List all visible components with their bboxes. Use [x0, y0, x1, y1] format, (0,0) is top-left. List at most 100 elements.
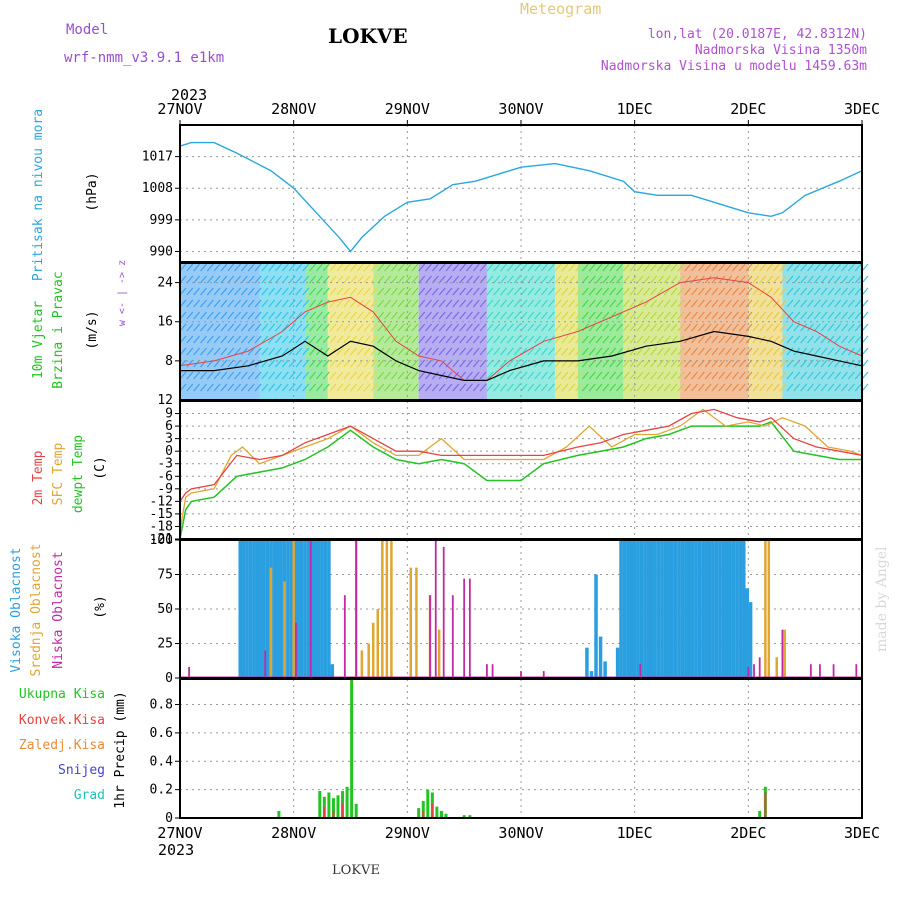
wind-barb [622, 335, 630, 344]
wind-barb [288, 335, 296, 344]
temperature-ytick-label: 0 [165, 444, 173, 459]
wind-barb [834, 263, 842, 272]
wind-barb [295, 299, 303, 308]
wind-barb [350, 299, 357, 308]
wind-barb [656, 263, 664, 272]
wind-barb [254, 383, 262, 392]
high-cloud-bar [272, 540, 277, 678]
wind-barb [772, 275, 780, 284]
wind-barb [213, 311, 221, 320]
low-cloud-bar [355, 540, 358, 678]
wind-barb [800, 311, 808, 320]
x-day-label-bottom: 28NOV [271, 824, 316, 842]
wind-barb [452, 263, 460, 272]
wind-barb [766, 311, 773, 320]
wind-barb [493, 371, 501, 380]
wind-barb [220, 383, 228, 392]
wind-barb [629, 287, 637, 296]
wind-barb [315, 275, 323, 284]
wind-barb [554, 335, 562, 344]
wind-barb [534, 311, 542, 320]
wind-barb [425, 359, 432, 368]
wind-barb [213, 347, 221, 356]
wind-barb [384, 323, 392, 332]
wind-barb [670, 287, 678, 296]
wind-barb [534, 275, 542, 284]
wind-barb [704, 383, 712, 392]
wind-barb [575, 323, 583, 332]
wind-barb [847, 275, 855, 284]
wind-barb [820, 359, 828, 368]
wind-barb [813, 347, 821, 356]
wind-barb [227, 311, 235, 320]
wind-band [623, 263, 681, 400]
wind-barb [663, 383, 671, 392]
wind-barb [568, 347, 576, 356]
wind-barb [684, 347, 692, 356]
wind-barb [581, 347, 589, 356]
high-cloud-bar [238, 540, 242, 678]
wind-barb [650, 311, 658, 320]
wind-barb [309, 275, 317, 284]
wind-barb [227, 371, 235, 380]
high-cloud-bar [286, 540, 290, 678]
wind-barb [281, 335, 289, 344]
wind-barb [738, 263, 746, 272]
wind-barb [220, 359, 228, 368]
wind-barb [459, 311, 467, 320]
wind-ytick-label: 16 [157, 315, 173, 330]
mid-cloud-bar [385, 540, 389, 678]
wind-barb [534, 347, 542, 356]
wind-barb [759, 347, 767, 356]
wind-barb [827, 359, 835, 368]
wind-barb [650, 323, 658, 332]
wind-barb [356, 359, 364, 368]
wind-barb [554, 323, 562, 332]
wind-barb [234, 263, 242, 272]
wind-barb [240, 275, 248, 284]
wind-barb [622, 323, 630, 332]
wind-barb [847, 263, 855, 272]
wind-barb [465, 359, 473, 368]
wind-barb [636, 275, 644, 284]
wind-barb [186, 287, 194, 296]
x-day-label-bottom: 3DEC [844, 824, 880, 842]
wind-barb [390, 383, 398, 392]
wind-barb [677, 347, 685, 356]
wind-barb [411, 287, 419, 296]
wind-barb [363, 359, 371, 368]
wind-barb [186, 335, 194, 344]
wind-barb [356, 323, 364, 332]
wind-barb [718, 347, 726, 356]
wind-barb [343, 347, 351, 356]
wind-barb [766, 359, 773, 368]
chart-panels: 990999100810178162412-21-18-15-12-9-6-30… [142, 100, 880, 842]
wind-barb [568, 299, 576, 308]
wind-barb [725, 347, 733, 356]
wind-barb [247, 335, 255, 344]
mid-cloud-bar [764, 540, 767, 678]
wind-barb [691, 383, 698, 392]
wind-barb [595, 287, 603, 296]
wind-barb [520, 311, 528, 320]
wind-barb [718, 263, 726, 272]
wind-barb [397, 371, 405, 380]
wind-barb [261, 275, 269, 284]
high-cloud-bar [626, 540, 630, 678]
wind-barb [513, 287, 521, 296]
wind-barb [486, 263, 494, 272]
high-cloud-bar [632, 540, 637, 678]
wind-barb [793, 311, 801, 320]
wind-barb [295, 275, 303, 284]
wind-barb [834, 275, 842, 284]
wind-barb [397, 275, 405, 284]
wind-barb [329, 287, 337, 296]
wind-barb [766, 347, 773, 356]
wind-barb [786, 347, 794, 356]
wind-barb [268, 359, 276, 368]
wind-barb [220, 347, 228, 356]
wind-barb [472, 383, 480, 392]
wind-barb [752, 323, 760, 332]
wind-barb [220, 323, 228, 332]
